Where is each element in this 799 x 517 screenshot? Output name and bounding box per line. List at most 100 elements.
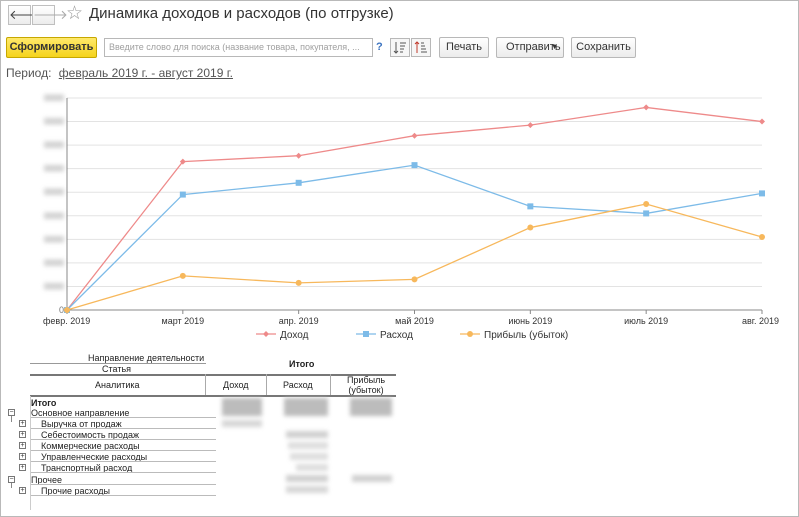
header-col-divider — [205, 374, 206, 396]
generate-button[interactable]: Сформировать — [6, 37, 97, 58]
tree-line — [11, 482, 12, 488]
row-revenue: Выручка от продаж — [41, 419, 122, 429]
legend-label: Расход — [380, 330, 413, 341]
header-profit: Прибыль (убыток) — [346, 375, 386, 395]
row-divider — [30, 428, 216, 429]
x-tick-label: июнь 2019 — [508, 316, 552, 326]
y-tick-label: 0000 — [44, 164, 64, 174]
x-tick-label: апр. 2019 — [279, 316, 319, 326]
send-dropdown-button[interactable]: Отправить ▼ — [496, 37, 564, 58]
title-bar: 🡐 🡒 ☆ Динамика доходов и расходов (по от… — [0, 0, 799, 34]
data-point — [411, 162, 418, 169]
favorite-star-icon[interactable]: ☆ — [66, 3, 84, 24]
legend-label: Прибыль (убыток) — [484, 329, 568, 341]
sort-ascending-icon — [393, 42, 406, 54]
print-button[interactable]: Печать — [439, 37, 489, 58]
sort-ascending-button[interactable] — [390, 38, 410, 57]
header-bottom-border — [30, 395, 396, 397]
data-point — [759, 233, 765, 240]
toolbar: Сформировать Введите слово для поиска (н… — [0, 37, 799, 61]
row-divider — [30, 495, 216, 496]
forward-button[interactable]: 🡒 — [32, 5, 68, 25]
collapse-main-icon[interactable]: − — [8, 409, 15, 416]
send-label: Отправить — [506, 41, 561, 53]
y-tick-label: 0000 — [44, 234, 64, 244]
expand-row-icon[interactable]: + — [19, 442, 26, 449]
expand-row-icon[interactable]: + — [19, 487, 26, 494]
row-total: Итого — [31, 398, 57, 408]
series-line — [66, 203, 763, 311]
blurred-value — [350, 398, 392, 416]
report-table: Направление деятельности Статья Итого Ан… — [0, 350, 799, 510]
data-point — [64, 307, 70, 313]
data-point — [411, 276, 418, 283]
expand-row-icon[interactable]: + — [19, 453, 26, 460]
x-tick-label: февр. 2019 — [43, 316, 90, 326]
caret-down-icon: ▼ — [551, 44, 558, 51]
sort-descending-button[interactable] — [411, 38, 431, 57]
search-input[interactable]: Введите слово для поиска (название товар… — [104, 38, 373, 57]
header-top-border — [30, 374, 396, 376]
data-point — [411, 132, 418, 139]
data-point — [643, 201, 650, 207]
row-divider — [30, 484, 216, 485]
header-direction: Направление деятельности — [88, 353, 205, 363]
row-other: Прочее — [31, 475, 62, 485]
header-income: Доход — [223, 380, 249, 390]
back-button[interactable]: 🡐 — [8, 5, 44, 25]
header-divider — [30, 363, 206, 364]
header-col-divider — [330, 374, 331, 396]
y-tick-label: 0 — [59, 305, 64, 315]
data-point — [759, 190, 765, 197]
arrow-right-icon: 🡒 — [33, 7, 68, 22]
header-total-group: Итого — [289, 359, 315, 369]
x-tick-label: авг. 2019 — [742, 316, 779, 326]
header-analytics: Аналитика — [95, 380, 140, 390]
x-tick-label: март 2019 — [162, 316, 205, 326]
legend-marker — [467, 331, 473, 337]
row-divider — [30, 439, 216, 440]
expand-row-icon[interactable]: + — [19, 420, 26, 427]
blurred-value — [286, 486, 328, 493]
page-title: Динамика доходов и расходов (по отгрузке… — [89, 5, 394, 22]
header-article: Статья — [102, 364, 132, 374]
income-expense-chart: 0000000000000000000000000000000000000фев… — [43, 93, 779, 341]
collapse-other-icon[interactable]: − — [8, 476, 15, 483]
data-point — [527, 224, 534, 231]
expand-row-icon[interactable]: + — [19, 464, 26, 471]
header-expense: Расход — [283, 380, 313, 390]
y-tick-label: 0000 — [44, 140, 64, 150]
y-tick-label: 0000 — [44, 187, 64, 197]
row-divider — [30, 472, 216, 473]
data-point — [295, 279, 302, 286]
data-point — [179, 272, 186, 279]
period-row: Период: февраль 2019 г. - август 2019 г. — [6, 66, 233, 80]
data-point — [759, 118, 765, 125]
search-help-link[interactable]: ? — [376, 41, 383, 53]
blurred-value — [222, 398, 262, 416]
x-tick-label: июль 2019 — [624, 316, 668, 326]
y-tick-label: 0000 — [44, 93, 64, 103]
row-divider — [30, 461, 216, 462]
expand-row-icon[interactable]: + — [19, 431, 26, 438]
data-point — [179, 191, 186, 198]
y-tick-label: 0000 — [44, 117, 64, 127]
legend-label: Доход — [280, 330, 309, 341]
row-commercial: Коммерческие расходы — [41, 441, 140, 451]
row-main-direction: Основное направление — [31, 408, 130, 418]
table-left-border — [30, 396, 31, 510]
blurred-value — [284, 398, 328, 416]
row-divider — [30, 450, 216, 451]
blurred-value — [286, 431, 328, 438]
header-col-divider — [266, 374, 267, 396]
period-link[interactable]: февраль 2019 г. - август 2019 г. — [58, 66, 233, 80]
row-divider — [30, 417, 216, 418]
row-management: Управленческие расходы — [41, 452, 148, 462]
save-button[interactable]: Сохранить — [571, 37, 636, 58]
x-tick-label: май 2019 — [395, 316, 434, 326]
data-point — [643, 210, 650, 217]
data-point — [295, 152, 302, 159]
data-point — [643, 104, 650, 111]
blurred-value — [288, 442, 328, 449]
blurred-value — [222, 420, 262, 427]
